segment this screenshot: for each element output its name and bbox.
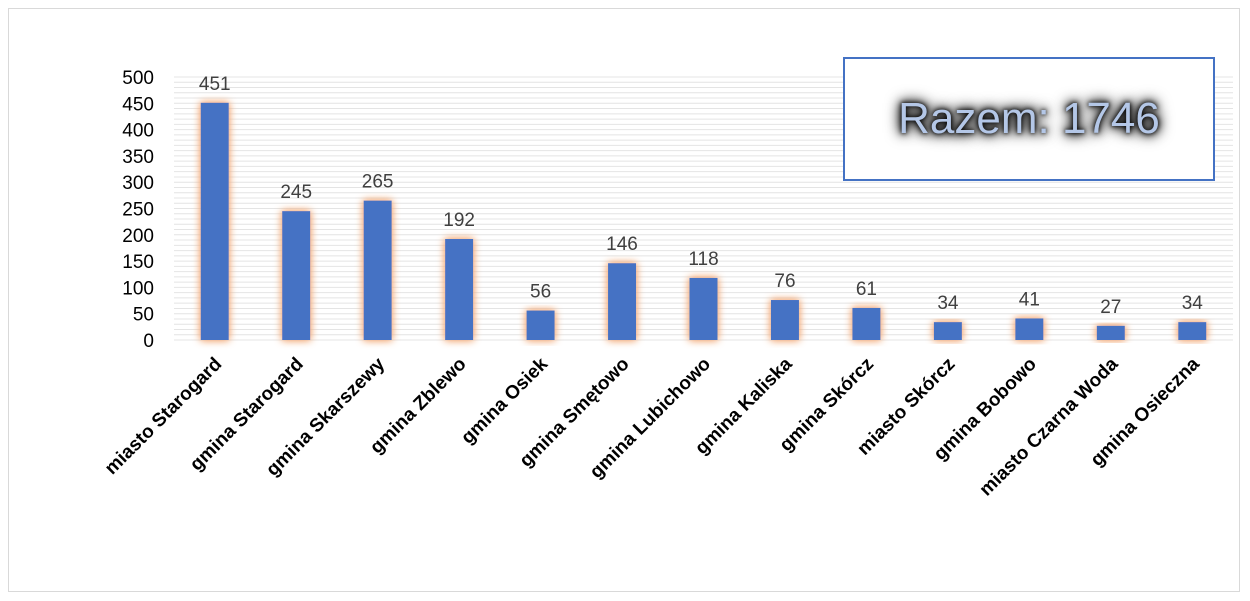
- data-labels: 451 245 265 192 56 146 118 76 61 34 41 27 34: [199, 74, 1203, 318]
- data-label: 118: [688, 249, 718, 270]
- data-label: 34: [937, 293, 959, 314]
- data-label: 61: [856, 279, 877, 300]
- y-axis-ticks: 0 50 100 150 200 250 300 350 400 450 500: [122, 68, 154, 352]
- data-label: 34: [1182, 293, 1204, 314]
- bar: [363, 200, 392, 340]
- bar-chart: 0 50 100 150 200 250 300 350 400 450 500 451 245 265…: [101, 68, 1233, 500]
- y-tick-label: 100: [122, 278, 154, 299]
- y-tick-label: 400: [122, 121, 154, 142]
- bar: [1178, 322, 1207, 340]
- bar: [200, 102, 229, 340]
- bars: [200, 102, 1207, 340]
- data-label: 41: [1019, 289, 1040, 310]
- bar: [608, 263, 637, 340]
- bar: [282, 211, 311, 340]
- y-tick-label: 200: [122, 226, 154, 247]
- data-label: 76: [774, 271, 795, 292]
- bar: [526, 310, 555, 340]
- y-tick-label: 500: [122, 68, 154, 89]
- total-annotation-text: Razem: 1746: [898, 94, 1160, 143]
- y-tick-label: 0: [143, 331, 154, 352]
- y-tick-label: 150: [122, 252, 154, 273]
- y-tick-label: 300: [122, 173, 154, 194]
- y-tick-label: 250: [122, 200, 154, 221]
- data-label: 192: [443, 210, 475, 231]
- bar: [689, 277, 718, 340]
- data-label: 451: [199, 74, 231, 95]
- data-label: 245: [280, 182, 312, 203]
- bar: [445, 239, 474, 340]
- bar: [1096, 325, 1125, 340]
- bar: [1015, 318, 1044, 340]
- category-label: miasto Czarna Woda: [976, 353, 1123, 500]
- y-tick-label: 350: [122, 147, 154, 168]
- y-tick-label: 450: [122, 94, 154, 115]
- data-label: 265: [362, 172, 394, 193]
- data-label: 27: [1100, 297, 1121, 318]
- data-label: 146: [606, 234, 638, 255]
- bar: [852, 307, 881, 340]
- bar: [770, 300, 799, 340]
- data-label: 56: [530, 282, 551, 303]
- y-tick-label: 50: [133, 305, 154, 326]
- chart-frame: 0 50 100 150 200 250 300 350 400 450 500 451 245 265…: [8, 8, 1240, 592]
- total-annotation-box: Razem: 1746: [843, 57, 1215, 181]
- bar: [933, 322, 962, 340]
